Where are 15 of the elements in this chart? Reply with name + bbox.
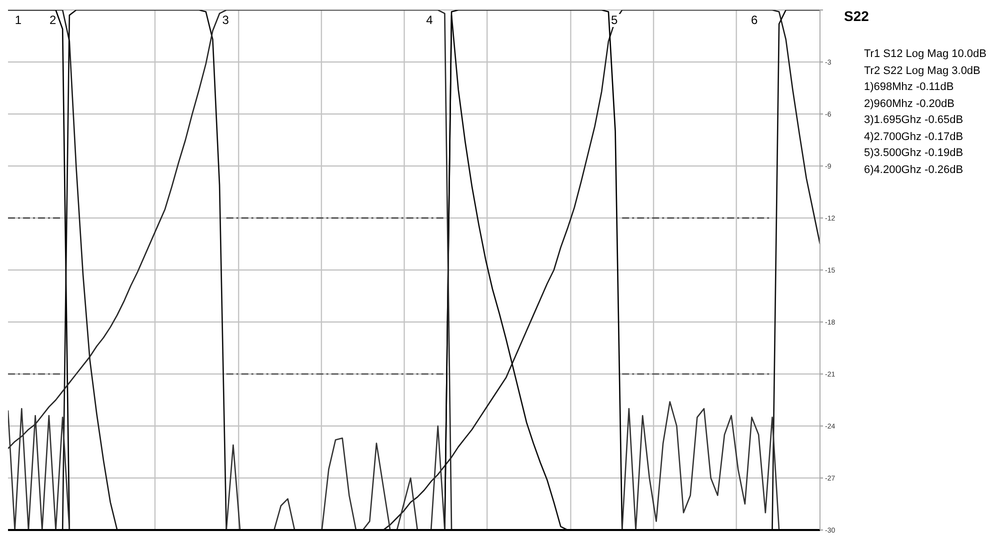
text: 4)2.700Ghz -0.17dB — [864, 130, 964, 144]
text: 5)3.500Ghz -0.19dB — [864, 146, 964, 161]
annotation: 3 — [222, 13, 232, 27]
annotation: 5 — [611, 13, 622, 27]
text: 1)698Mhz -0.11dB — [864, 80, 955, 95]
text: 6)4.200Ghz -0.26dB — [864, 162, 964, 178]
annotation: 2 — [46, 13, 56, 27]
text: Tr1 S12 Log Mag 10.0dB — [864, 47, 987, 62]
text: Tr2 S22 Log Mag 3.0dB — [864, 64, 982, 78]
text: 3)1.695Ghz -0.65dB — [864, 113, 964, 128]
annotation: 1 — [14, 13, 25, 27]
annotation: 4 — [422, 13, 433, 27]
annotation: 6 — [748, 13, 758, 27]
text: 2)960Mhz -0.20dB — [864, 96, 956, 112]
text: S22 — [844, 8, 869, 24]
